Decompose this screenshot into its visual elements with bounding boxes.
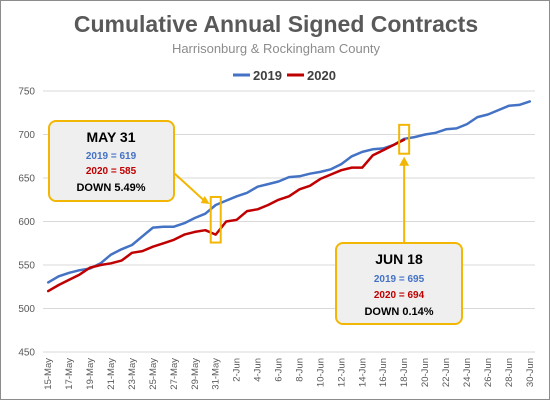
x-tick-label: 30-Jun: [525, 358, 536, 387]
arrowhead-jun18: [399, 156, 410, 166]
callout-arrows: [173, 156, 410, 243]
x-tick-label: 2-Jun: [232, 358, 243, 382]
callout-change: DOWN 0.14%: [364, 306, 433, 318]
callout-date: JUN 18: [375, 251, 423, 267]
x-tick-label: 28-Jun: [504, 358, 515, 387]
y-tick-label: 700: [18, 130, 35, 141]
x-tick-label: 6-Jun: [274, 358, 285, 382]
x-tick-label: 22-Jun: [441, 358, 452, 387]
callout-box: [335, 242, 463, 325]
x-tick-label: 16-Jun: [378, 358, 389, 387]
x-tick-label: 23-May: [127, 358, 138, 390]
x-tick-label: 14-Jun: [357, 358, 368, 387]
highlight-box-may31: [209, 195, 222, 244]
callout-jun18: JUN 18 2019 = 695 2020 = 694 DOWN 0.14%: [335, 242, 463, 325]
y-tick-label: 550: [18, 261, 35, 272]
callout-date: MAY 31: [86, 129, 135, 145]
x-tick-label: 15-May: [43, 358, 54, 390]
x-tick-label: 8-Jun: [294, 358, 305, 382]
callout-may31: MAY 31 2019 = 619 2020 = 585 DOWN 5.49%: [48, 120, 175, 202]
x-tick-label: 4-Jun: [253, 358, 264, 382]
chart-title: Cumulative Annual Signed Contracts: [74, 11, 478, 37]
callout-value-2019: 2019 = 695: [374, 274, 425, 285]
y-tick-label: 750: [18, 87, 35, 98]
arrowhead-may31: [200, 195, 210, 204]
callout-change: DOWN 5.49%: [76, 182, 145, 194]
x-tick-label: 31-May: [211, 358, 222, 390]
x-tick-label: 10-Jun: [315, 358, 326, 387]
highlight-box-jun18: [398, 123, 411, 155]
legend-label-2019: 2019: [253, 68, 282, 83]
x-axis: 15-May 17-May 19-May 21-May 23-May 25-May 27-M…: [43, 358, 536, 390]
legend-label-2020: 2020: [307, 68, 336, 83]
callout-value-2019: 2019 = 619: [86, 151, 137, 162]
x-tick-label: 25-May: [148, 358, 159, 390]
y-tick-label: 650: [18, 174, 35, 185]
highlight-boxes: [209, 123, 411, 244]
y-axis: 450 500 550 600 650 700 750: [18, 87, 35, 359]
x-tick-label: 20-Jun: [420, 358, 431, 387]
x-tick-label: 29-May: [190, 358, 201, 390]
series-line-2020: [46, 138, 406, 293]
x-tick-label: 26-Jun: [483, 358, 494, 387]
series-line-2019: [46, 100, 532, 284]
x-tick-label: 17-May: [64, 358, 75, 390]
arrow-may31: [173, 172, 207, 203]
x-tick-label: 12-Jun: [336, 358, 347, 387]
x-tick-label: 24-Jun: [462, 358, 473, 387]
callout-box: [48, 120, 175, 202]
y-tick-label: 500: [18, 304, 35, 315]
x-tick-label: 18-Jun: [399, 358, 410, 387]
x-tick-label: 19-May: [85, 358, 96, 390]
legend: 2019 2020: [233, 68, 336, 83]
callout-value-2020: 2020 = 585: [86, 166, 137, 177]
x-tick-label: 21-May: [106, 358, 117, 390]
series-lines: [46, 100, 532, 293]
y-tick-label: 600: [18, 217, 35, 228]
chart-subtitle: Harrisonburg & Rockingham County: [172, 41, 381, 56]
callout-value-2020: 2020 = 694: [374, 290, 425, 301]
x-tick-label: 27-May: [169, 358, 180, 390]
y-tick-label: 450: [18, 348, 35, 359]
